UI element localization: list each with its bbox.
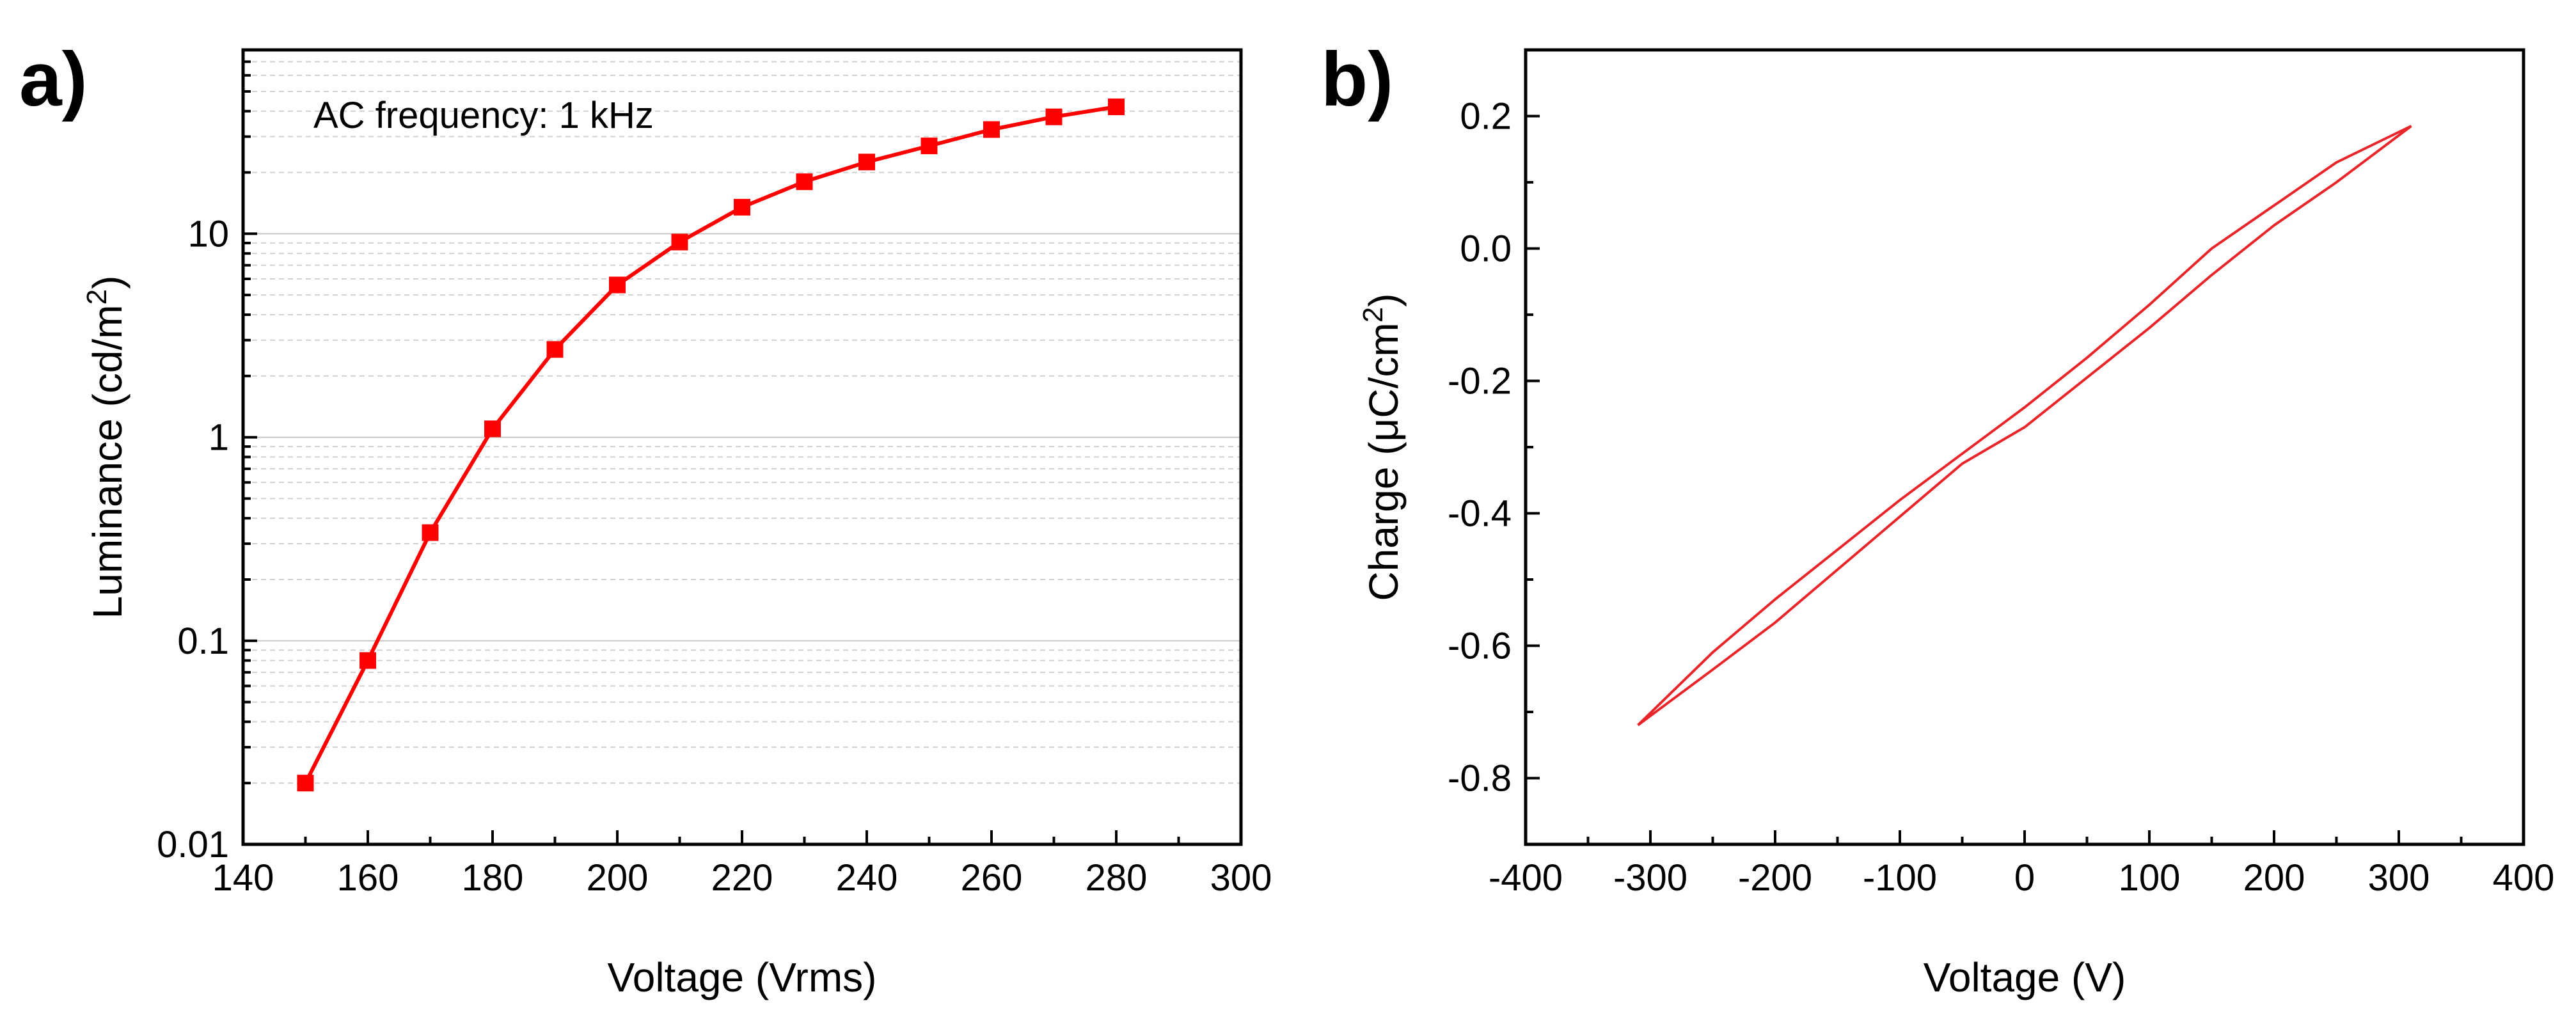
chart-a-x-tick-label: 260 bbox=[961, 857, 1023, 899]
chart-a-data-point bbox=[921, 138, 938, 155]
chart-a-data-point bbox=[671, 233, 688, 251]
chart-b: -400 -300 -200 -100 0 100 200 300 400 0.2 0.0 -0.2 -… bbox=[1357, 48, 2554, 1000]
chart-a-data-point bbox=[1045, 108, 1063, 125]
chart-b-x-tick-label: 400 bbox=[2493, 857, 2555, 899]
chart-b-x-tick-label: -100 bbox=[1863, 857, 1937, 899]
chart-a-y-tick-label: 10 bbox=[187, 213, 229, 255]
chart-a-ticks bbox=[242, 49, 1242, 846]
chart-b-y-tick-label: -0.8 bbox=[1448, 758, 1512, 800]
chart-a-tick-labels: 0.01 0.1 1 10 140 160 180 200 220 240 260 280 300 bbox=[157, 213, 1272, 899]
chart-b-tick-labels: -400 -300 -200 -100 0 100 200 300 400 0.2 0.0 -0.2 -… bbox=[1448, 96, 2554, 899]
chart-b-x-tick-label: 200 bbox=[2243, 857, 2305, 899]
chart-b-x-tick-label: -400 bbox=[1489, 857, 1563, 899]
chart-b-y-tick-label: -0.4 bbox=[1448, 493, 1512, 535]
panel-a-label: a) bbox=[19, 36, 88, 122]
chart-a-data-point bbox=[858, 154, 875, 171]
chart-a-data-point bbox=[297, 775, 314, 792]
chart-a-y-axis-title: Luminance (cd/m2) bbox=[81, 276, 130, 619]
chart-b-y-tick-label: -0.6 bbox=[1448, 626, 1512, 667]
chart-a-x-tick-label: 160 bbox=[337, 857, 399, 899]
chart-b-x-tick-label: -300 bbox=[1613, 857, 1687, 899]
chart-a-y-tick-label: 0.1 bbox=[177, 620, 229, 662]
chart-a-x-tick-label: 200 bbox=[587, 857, 649, 899]
chart-a-grid bbox=[243, 49, 1241, 845]
chart-b-series bbox=[1637, 125, 2412, 727]
chart-a-data-point bbox=[484, 420, 501, 438]
chart-a-series-line bbox=[303, 105, 1117, 784]
chart-a-series bbox=[297, 99, 1125, 792]
chart-a-x-tick-label: 140 bbox=[212, 857, 274, 899]
chart-b-x-axis-title: Voltage (V) bbox=[1924, 954, 2126, 1000]
chart-b-y-tick-label: -0.2 bbox=[1448, 361, 1512, 402]
chart-b-y-axis-title: Charge (μC/cm2) bbox=[1357, 294, 1407, 601]
chart-a-y-tick-label: 0.01 bbox=[157, 824, 229, 865]
chart-b-y-tick-label: 0.2 bbox=[1460, 96, 1512, 138]
chart-b-plot-frame bbox=[1524, 48, 2525, 846]
chart-b-y-tick-label: 0.0 bbox=[1460, 228, 1512, 270]
chart-a-data-point bbox=[422, 524, 439, 541]
chart-a-x-tick-label: 280 bbox=[1086, 857, 1148, 899]
chart-a-data-point bbox=[734, 198, 750, 216]
chart-a-data-point bbox=[1108, 99, 1125, 116]
chart-a-plot-frame bbox=[241, 48, 1243, 846]
chart-b-x-tick-label: -200 bbox=[1738, 857, 1812, 899]
chart-a-annotation: AC frequency: 1 kHz bbox=[313, 95, 654, 136]
chart-b-x-tick-label: 100 bbox=[2119, 857, 2181, 899]
chart-a-x-axis-title: Voltage (Vrms) bbox=[608, 954, 877, 1000]
panel-b-label: b) bbox=[1321, 36, 1393, 122]
chart-a-x-tick-label: 220 bbox=[711, 857, 773, 899]
chart-b-x-tick-label: 300 bbox=[2368, 857, 2430, 899]
chart-a-data-point bbox=[546, 341, 564, 358]
chart-a-x-tick-label: 240 bbox=[836, 857, 898, 899]
chart-a: 0.01 0.1 1 10 140 160 180 200 220 240 260 280 300 AC… bbox=[81, 48, 1272, 1000]
chart-b-loop-branch-ascending bbox=[1637, 125, 2412, 727]
chart-b-x-tick-label: 0 bbox=[2014, 857, 2035, 899]
chart-a-data-point bbox=[609, 276, 626, 294]
chart-a-y-tick-label: 1 bbox=[209, 417, 229, 459]
chart-a-data-point bbox=[983, 121, 1000, 138]
chart-b-loop-branch-descending bbox=[1637, 125, 2412, 727]
chart-a-data-point bbox=[360, 652, 376, 669]
chart-b-ticks bbox=[1524, 49, 2525, 846]
chart-a-data-point bbox=[796, 173, 813, 191]
chart-a-x-tick-label: 180 bbox=[462, 857, 524, 899]
chart-a-x-tick-label: 300 bbox=[1210, 857, 1272, 899]
